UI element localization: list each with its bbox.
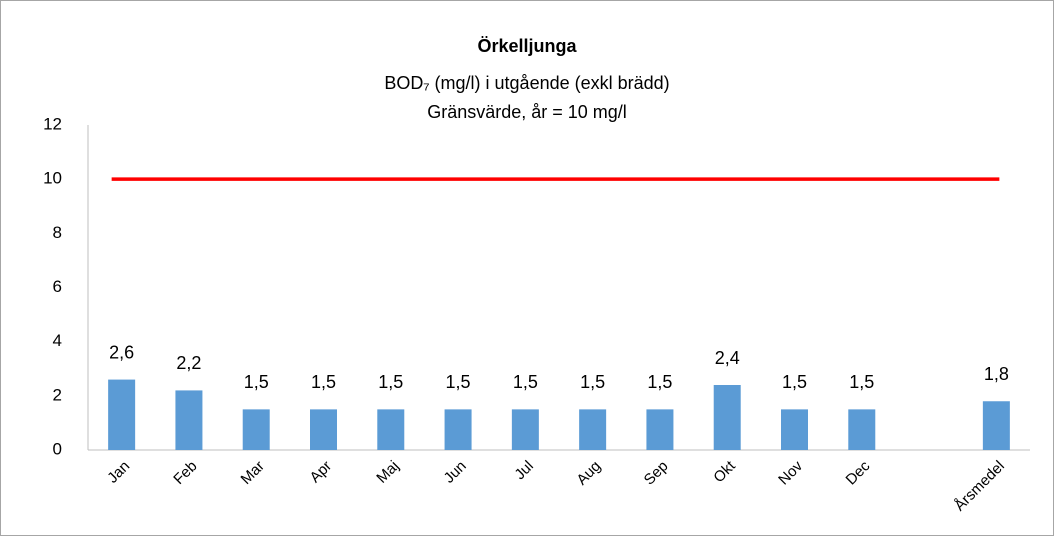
chart-subtitle: Gränsvärde, år = 10 mg/l: [427, 102, 627, 122]
bar: [511, 409, 539, 450]
bar: [242, 409, 270, 450]
bar: [108, 379, 136, 450]
bar: [175, 390, 203, 450]
y-tick-label: 12: [43, 114, 62, 133]
chart-subtitle: BOD₇ (mg/l) i utgående (exkl brädd): [384, 73, 669, 93]
bar: [377, 409, 405, 450]
chart-title: Örkelljunga: [477, 36, 577, 56]
bar: [982, 401, 1010, 450]
value-label: 1,5: [647, 372, 672, 392]
value-label: 1,8: [984, 364, 1009, 384]
value-label: 2,6: [109, 342, 134, 362]
bar: [310, 409, 337, 450]
y-tick-label: 0: [53, 439, 62, 458]
value-label: 2,2: [176, 353, 201, 373]
bar: [781, 409, 808, 450]
bar: [646, 409, 674, 450]
bar: [713, 385, 741, 450]
y-tick-label: 4: [53, 331, 62, 350]
value-label: 2,4: [715, 348, 740, 368]
value-label: 1,5: [849, 372, 874, 392]
y-tick-label: 2: [53, 385, 62, 404]
value-label: 1,5: [244, 372, 269, 392]
y-tick-label: 10: [43, 169, 62, 188]
y-tick-label: 6: [53, 277, 62, 296]
bar: [579, 409, 607, 450]
value-label: 1,5: [782, 372, 807, 392]
value-label: 1,5: [580, 372, 605, 392]
value-label: 1,5: [513, 372, 538, 392]
value-label: 1,5: [446, 372, 471, 392]
bar: [848, 409, 876, 450]
y-tick-label: 8: [53, 223, 62, 242]
value-label: 1,5: [311, 372, 336, 392]
bar: [444, 409, 472, 450]
value-label: 1,5: [378, 372, 403, 392]
